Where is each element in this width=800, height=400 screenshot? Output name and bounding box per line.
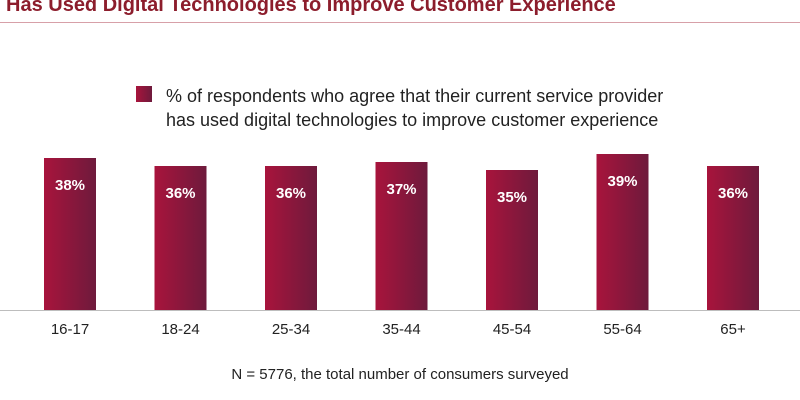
x-tick-65+: 65+ xyxy=(720,321,746,338)
x-tick-35-44: 35-44 xyxy=(382,321,420,338)
chart-legend: % of respondents who agree that their cu… xyxy=(136,84,736,132)
x-tick-25-34: 25-34 xyxy=(272,321,310,338)
bar-55-64 xyxy=(596,154,649,310)
data-label-25-34: 36% xyxy=(276,185,306,202)
data-label-55-64: 39% xyxy=(607,173,637,190)
data-label-16-17: 38% xyxy=(55,177,85,194)
footnote: N = 5776, the total number of consumers … xyxy=(231,366,569,383)
x-tick-45-54: 45-54 xyxy=(493,321,531,338)
bar-chart: 38% 36% 36% 37% 35% 39% 36% 16-17 18-24 25-34 35-… xyxy=(0,154,800,338)
bar-65+ xyxy=(707,166,759,310)
title-divider xyxy=(0,22,800,23)
data-label-45-54: 35% xyxy=(497,189,527,206)
bar-25-34 xyxy=(265,166,317,310)
data-label-35-44: 37% xyxy=(386,181,416,198)
data-label-18-24: 36% xyxy=(165,185,195,202)
bar-45-54 xyxy=(486,170,538,310)
bar-18-24 xyxy=(154,166,207,310)
legend-label: % of respondents who agree that their cu… xyxy=(166,86,664,130)
x-tick-55-64: 55-64 xyxy=(603,321,641,338)
bar-16-17 xyxy=(44,158,96,310)
bar-35-44 xyxy=(375,162,428,310)
data-label-65+: 36% xyxy=(718,185,748,202)
x-tick-18-24: 18-24 xyxy=(161,321,199,338)
x-tick-16-17: 16-17 xyxy=(51,321,89,338)
legend-swatch xyxy=(136,86,152,102)
page-title: Has Used Digital Technologies to Improve… xyxy=(6,0,616,16)
